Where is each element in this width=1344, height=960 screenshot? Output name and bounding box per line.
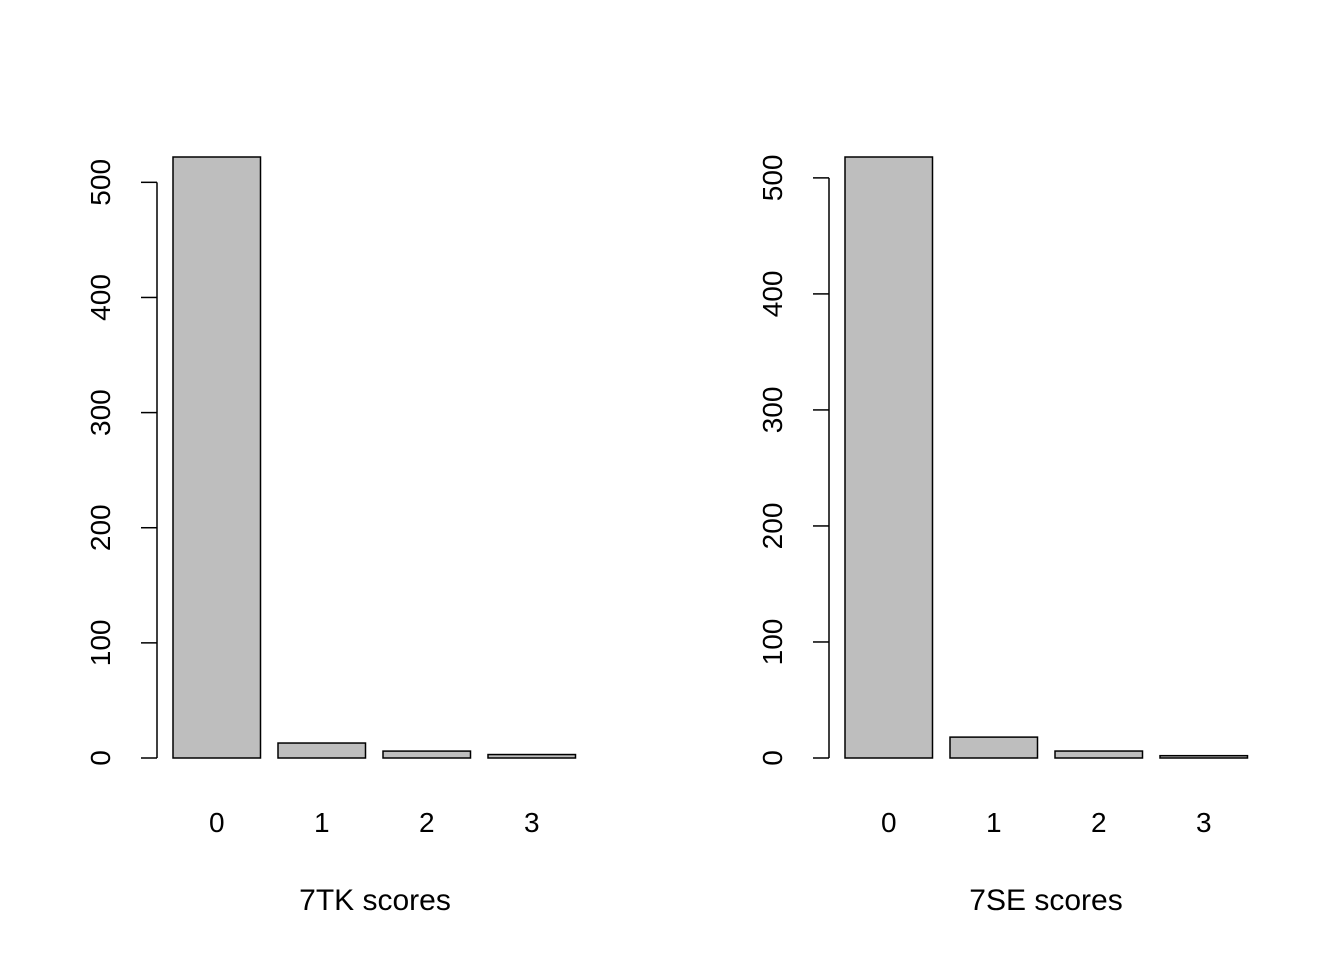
bar-0	[172, 156, 262, 759]
y-tick-label: 300	[85, 389, 116, 436]
bar-0	[844, 156, 934, 759]
x-tick-label: 2	[419, 807, 435, 838]
y-tick-label: 100	[85, 620, 116, 667]
x-tick-label: 0	[209, 807, 225, 838]
y-tick-label: 0	[85, 750, 116, 766]
x-tick-label: 3	[1196, 807, 1212, 838]
bar-2	[382, 750, 472, 759]
x-axis-title: 7SE scores	[969, 884, 1122, 917]
y-tick-label: 500	[757, 155, 788, 202]
x-tick-label: 0	[881, 807, 897, 838]
panel-7tk: 0 1 2 3 0 100 200 300 400 500 7TK scores	[85, 156, 577, 917]
x-tick-label: 1	[986, 807, 1002, 838]
y-tick-label: 400	[85, 274, 116, 321]
x-tick-label: 3	[524, 807, 540, 838]
bar-1	[277, 742, 367, 759]
y-tick-label: 300	[757, 387, 788, 434]
y-tick-label: 200	[757, 503, 788, 550]
y-tick-label: 500	[85, 159, 116, 206]
y-tick-label: 0	[757, 750, 788, 766]
y-tick-label: 400	[757, 271, 788, 318]
bar-3	[487, 753, 577, 759]
bar-2	[1054, 750, 1144, 759]
panel-7se: 0 1 2 3 0 100 200 300 400 500 7SE scores	[757, 155, 1249, 917]
y-tick-label: 200	[85, 504, 116, 551]
x-tick-label: 1	[314, 807, 330, 838]
bar-3	[1159, 754, 1249, 759]
y-tick-label: 100	[757, 619, 788, 666]
x-axis-title: 7TK scores	[299, 884, 451, 917]
x-tick-label: 2	[1091, 807, 1107, 838]
bar-1	[949, 736, 1039, 759]
